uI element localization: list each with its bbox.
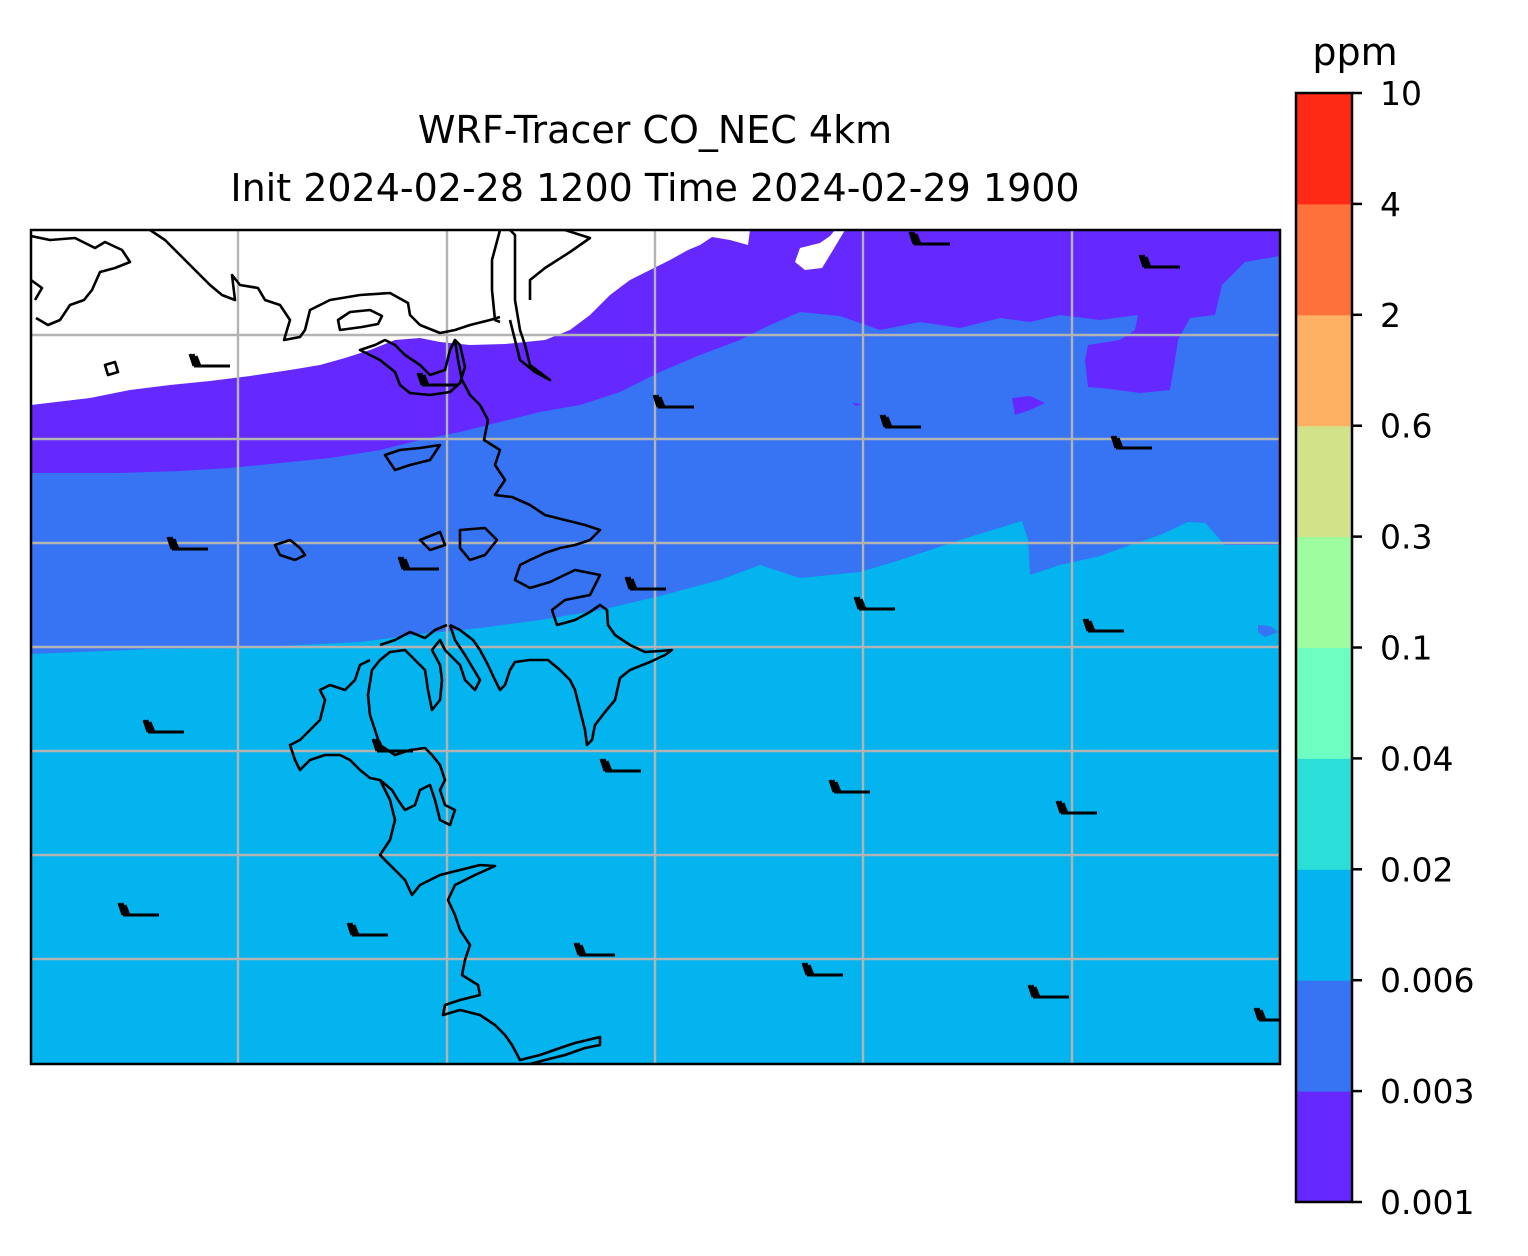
coastline-river-west <box>490 230 592 382</box>
colorbar-segment <box>1296 425 1352 538</box>
wind-barbs <box>117 231 1280 1022</box>
coastline-islet-4 <box>103 360 120 377</box>
colorbar-segment <box>1296 536 1352 648</box>
wind-barb-icon <box>397 556 439 571</box>
coastline-islet-2 <box>418 530 447 552</box>
band-0-001-patch <box>1012 396 1045 415</box>
colorbar-segment <box>1296 1091 1352 1203</box>
coastline-south <box>378 779 602 1064</box>
wind-barb-icon <box>828 779 870 794</box>
coastline-main-river <box>449 339 674 747</box>
colorbar-tick-label: 0.006 <box>1380 961 1474 1000</box>
wind-barb-icon <box>371 738 413 753</box>
wind-barb-icon <box>1055 800 1097 815</box>
coastline-north <box>31 234 132 327</box>
wind-barb-icon <box>1027 984 1069 999</box>
wind-barb-icon <box>188 353 230 368</box>
coastline-delta <box>288 624 482 827</box>
coastlines <box>31 230 674 1064</box>
map-frame <box>29 228 1282 1066</box>
colorbar-tick-label: 0.1 <box>1380 629 1432 668</box>
coastline-islet-3 <box>458 526 499 562</box>
wind-barb-icon <box>166 536 208 551</box>
gridlines <box>31 230 1280 1064</box>
colorbar-tick-label: 0.6 <box>1380 407 1432 446</box>
colorbar-segment <box>1296 758 1352 870</box>
no-data-region <box>31 230 750 405</box>
wind-barb-icon <box>346 922 388 937</box>
colorbar-tick-label: 0.001 <box>1380 1183 1474 1222</box>
colorbar-segment <box>1296 203 1352 316</box>
wind-barb-icon <box>573 942 615 957</box>
wind-barb-icon <box>416 372 458 387</box>
wind-barb-icon <box>801 962 843 977</box>
band-0-003-speck <box>1258 625 1278 637</box>
wind-barb-icon <box>117 902 159 917</box>
map-subtitle: Init 2024-02-28 1200 Time 2024-02-29 190… <box>230 166 1080 210</box>
wind-barb-icon <box>142 719 184 734</box>
colorbar-unit: ppm <box>1312 30 1398 74</box>
no-data-patch <box>795 230 845 270</box>
colorbar-tick-label: 2 <box>1380 296 1401 335</box>
colorbar-frame <box>1294 91 1354 1204</box>
colorbar-tick-label: 10 <box>1380 74 1422 113</box>
wind-barb-icon <box>1253 1007 1280 1022</box>
wind-barb-icon <box>1138 254 1180 269</box>
wind-barb-icon <box>1082 618 1124 633</box>
colorbar-ticks: 0.001 0.003 0.006 0.02 0.04 0.1 0.3 0.6 2 4 10 <box>1352 74 1474 1222</box>
coastline-islet-1 <box>273 538 307 562</box>
colorbar-tick-label: 4 <box>1380 185 1401 224</box>
wind-barb-icon <box>908 231 950 246</box>
wind-barb-icon <box>624 576 666 591</box>
colorbar-segment <box>1296 869 1352 981</box>
coastline-main <box>358 338 467 397</box>
band-0-001-speck <box>852 403 862 406</box>
colorbar-segment <box>1296 647 1352 759</box>
colorbar-segment <box>1296 314 1352 427</box>
wind-barb-icon <box>1110 435 1152 450</box>
colorbar-segment <box>1296 93 1352 205</box>
colorbar-segment <box>1296 980 1352 1092</box>
colorbar-tick-label: 0.02 <box>1380 850 1453 889</box>
colorbar-tick-label: 0.04 <box>1380 739 1453 778</box>
coastline-islet-5 <box>383 443 442 472</box>
wind-barb-icon <box>599 758 641 773</box>
colorbar-tick-label: 0.003 <box>1380 1072 1474 1111</box>
coastline-north-2 <box>149 230 501 342</box>
coastline-inlet <box>336 308 384 332</box>
wind-barb-icon <box>652 394 694 409</box>
colorbar-segments <box>1296 93 1352 1203</box>
map-panel <box>29 228 1282 1066</box>
wind-barb-icon <box>853 596 895 611</box>
map-title: WRF-Tracer CO_NEC 4km <box>417 108 893 152</box>
colorbar-tick-label: 0.3 <box>1380 518 1432 557</box>
coastline-delta-2 <box>379 623 448 647</box>
wind-barb-icon <box>879 414 921 429</box>
